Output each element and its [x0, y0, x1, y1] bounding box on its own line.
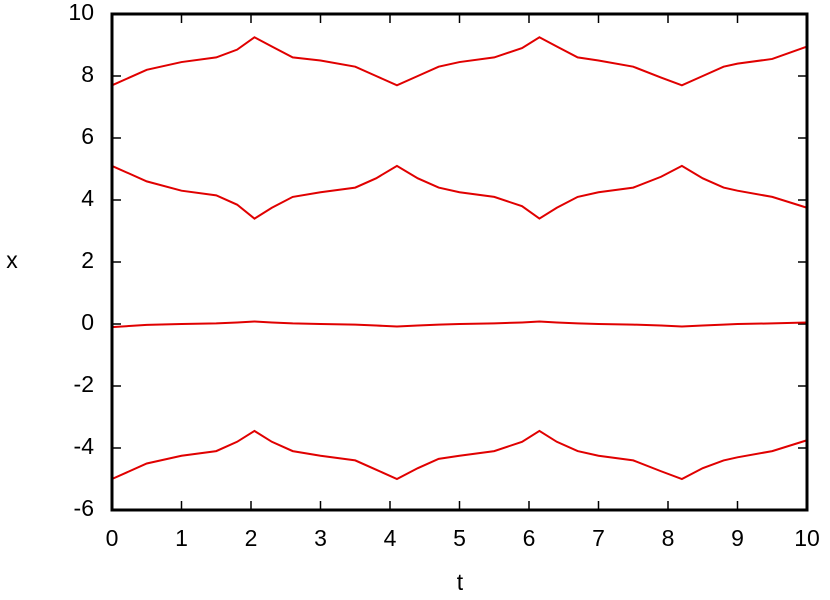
- line-series: [111, 36, 808, 87]
- y-tick-label: -2: [74, 371, 94, 397]
- y-axis-title: x: [6, 247, 18, 273]
- x-tick-label: 2: [245, 525, 258, 551]
- y-tick-label: 0: [81, 309, 94, 335]
- line-series: [111, 164, 808, 220]
- x-tick-label: 8: [662, 525, 675, 551]
- x-tick-label: 7: [592, 525, 605, 551]
- y-tick-label: -6: [74, 495, 94, 521]
- x-tick-label: 3: [314, 525, 327, 551]
- x-tick-label: 10: [794, 525, 820, 551]
- x-tick-label: 1: [175, 525, 188, 551]
- plot-frame: [110, 12, 809, 512]
- x-tick-label: 5: [453, 525, 466, 551]
- y-tick-label: 10: [68, 0, 94, 25]
- x-tick-label: 4: [384, 525, 397, 551]
- x-tick-label: 0: [106, 525, 119, 551]
- y-tick-label: 8: [81, 61, 94, 87]
- line-series: [111, 320, 808, 329]
- x-tick-label: 6: [523, 525, 536, 551]
- y-tick-label: 6: [81, 123, 94, 149]
- y-tick-label: 4: [81, 185, 94, 211]
- x-axis-title: t: [457, 569, 464, 595]
- y-tick-label: -4: [74, 433, 95, 459]
- x-tick-label: 9: [731, 525, 744, 551]
- y-tick-label: 2: [81, 247, 94, 273]
- line-series: [111, 429, 808, 481]
